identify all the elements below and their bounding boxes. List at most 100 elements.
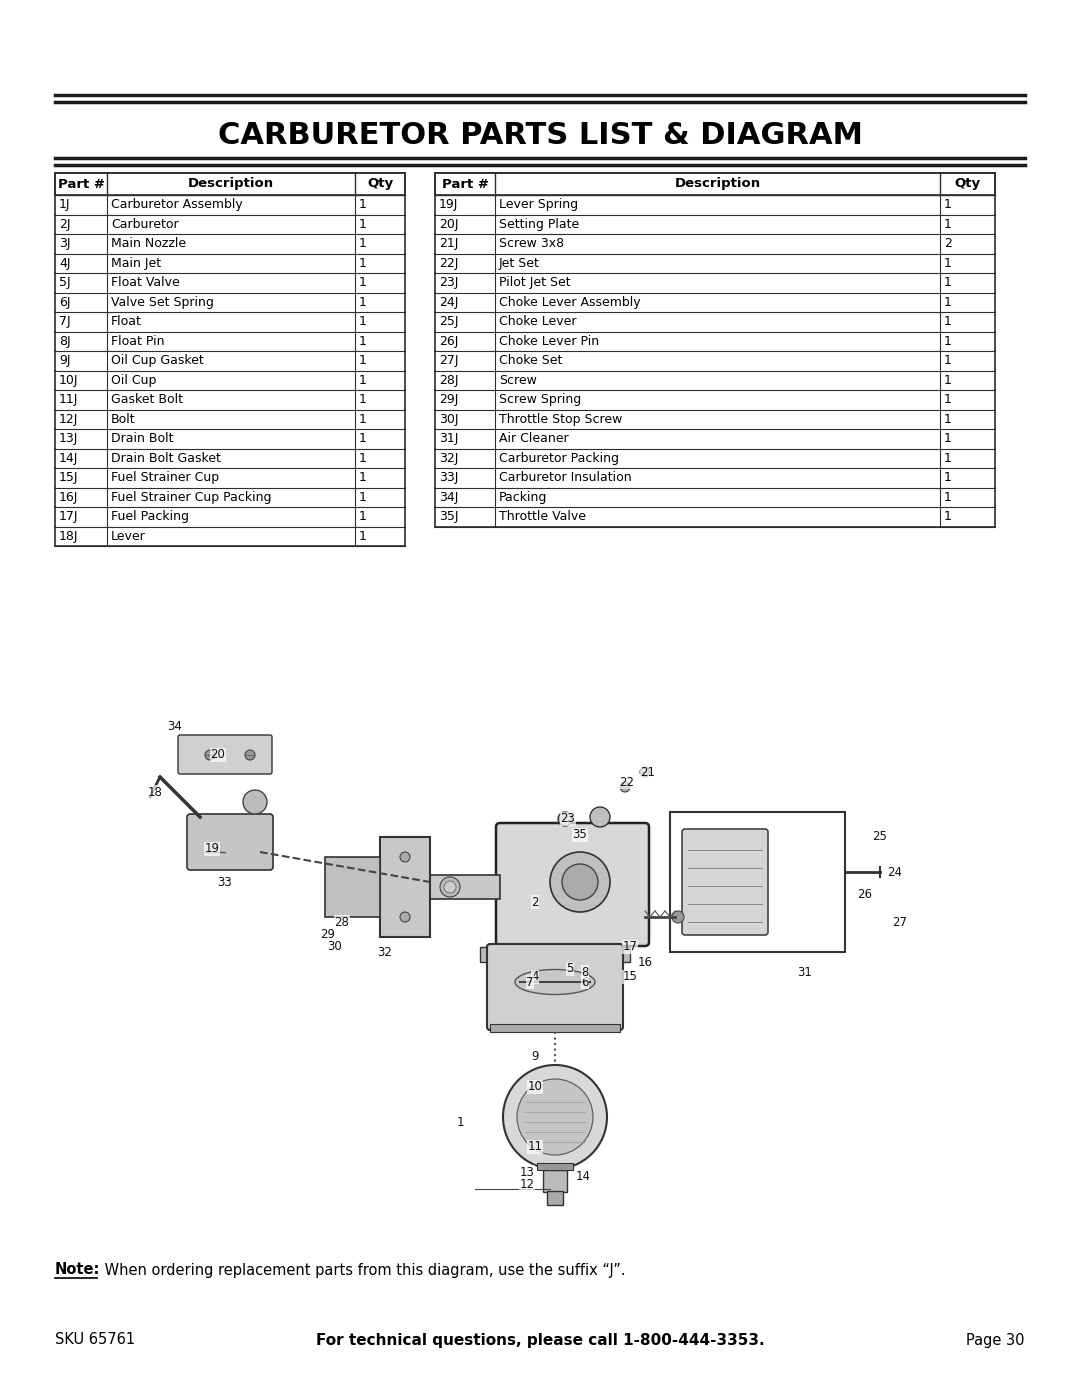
Text: 1: 1 — [359, 374, 367, 387]
Text: Setting Plate: Setting Plate — [499, 218, 579, 231]
Text: Lever: Lever — [111, 529, 146, 543]
Text: Air Cleaner: Air Cleaner — [499, 432, 569, 446]
Text: Screw 3x8: Screw 3x8 — [499, 237, 564, 250]
Text: 25: 25 — [873, 830, 888, 844]
Text: 5J: 5J — [59, 277, 70, 289]
Text: 14: 14 — [576, 1171, 591, 1183]
FancyBboxPatch shape — [178, 735, 272, 774]
Text: 20: 20 — [211, 749, 226, 761]
Text: For technical questions, please call 1-800-444-3353.: For technical questions, please call 1-8… — [315, 1333, 765, 1348]
Text: 1: 1 — [944, 335, 951, 348]
Text: Description: Description — [188, 177, 274, 190]
Text: Gasket Bolt: Gasket Bolt — [111, 393, 183, 407]
Text: Packing: Packing — [499, 490, 548, 504]
Text: 16: 16 — [637, 956, 652, 968]
Text: CARBURETOR PARTS LIST & DIAGRAM: CARBURETOR PARTS LIST & DIAGRAM — [217, 120, 863, 149]
Text: 6J: 6J — [59, 296, 70, 309]
FancyBboxPatch shape — [496, 823, 649, 946]
Text: 1: 1 — [359, 412, 367, 426]
Text: 1: 1 — [944, 316, 951, 328]
Bar — [435, 173, 995, 196]
Text: Screw: Screw — [499, 374, 537, 387]
Text: 1: 1 — [944, 257, 951, 270]
Text: When ordering replacement parts from this diagram, use the suffix “J”.: When ordering replacement parts from thi… — [100, 1263, 625, 1277]
Bar — [325, 856, 380, 916]
Text: 14J: 14J — [59, 451, 79, 465]
Text: Choke Set: Choke Set — [499, 355, 563, 367]
Text: Bolt: Bolt — [111, 412, 136, 426]
Text: 22J: 22J — [438, 257, 458, 270]
Text: 33: 33 — [218, 876, 232, 888]
Text: 9: 9 — [531, 1051, 539, 1063]
Text: 1: 1 — [359, 218, 367, 231]
Text: 1: 1 — [359, 432, 367, 446]
Text: Carburetor Assembly: Carburetor Assembly — [111, 198, 243, 211]
Text: 18J: 18J — [59, 529, 79, 543]
Text: 33J: 33J — [438, 471, 458, 485]
Text: 23J: 23J — [438, 277, 458, 289]
Text: 1: 1 — [359, 355, 367, 367]
Text: 7J: 7J — [59, 316, 70, 328]
Text: 35J: 35J — [438, 510, 459, 524]
Text: 29: 29 — [321, 929, 336, 942]
Text: 17J: 17J — [59, 510, 79, 524]
Text: 1: 1 — [359, 529, 367, 543]
Text: 1: 1 — [359, 277, 367, 289]
Text: Oil Cup Gasket: Oil Cup Gasket — [111, 355, 204, 367]
Circle shape — [672, 911, 684, 923]
Text: 28J: 28J — [438, 374, 459, 387]
Text: 21: 21 — [640, 766, 656, 778]
Text: 2: 2 — [531, 895, 539, 908]
Text: 1: 1 — [359, 490, 367, 504]
Text: Screw Spring: Screw Spring — [499, 393, 581, 407]
Text: 15J: 15J — [59, 471, 79, 485]
Text: 1: 1 — [359, 237, 367, 250]
Text: Pilot Jet Set: Pilot Jet Set — [499, 277, 570, 289]
Text: 30: 30 — [327, 940, 342, 954]
Text: 6: 6 — [581, 975, 589, 989]
Text: Main Nozzle: Main Nozzle — [111, 237, 186, 250]
Text: 25J: 25J — [438, 316, 459, 328]
Text: 34J: 34J — [438, 490, 458, 504]
Text: Drain Bolt Gasket: Drain Bolt Gasket — [111, 451, 221, 465]
Text: 8J: 8J — [59, 335, 70, 348]
Text: 28: 28 — [335, 915, 350, 929]
Text: 1: 1 — [944, 412, 951, 426]
Circle shape — [550, 852, 610, 912]
Text: 1: 1 — [456, 1115, 463, 1129]
Circle shape — [620, 782, 630, 792]
FancyBboxPatch shape — [187, 814, 273, 870]
Text: Float Valve: Float Valve — [111, 277, 179, 289]
Text: Fuel Strainer Cup: Fuel Strainer Cup — [111, 471, 219, 485]
Text: 22: 22 — [620, 775, 635, 788]
Text: 2: 2 — [944, 237, 951, 250]
Text: 1: 1 — [944, 355, 951, 367]
Text: 10: 10 — [527, 1080, 542, 1094]
Text: Float: Float — [111, 316, 141, 328]
Circle shape — [562, 863, 598, 900]
FancyBboxPatch shape — [487, 944, 623, 1030]
Text: Page 30: Page 30 — [967, 1333, 1025, 1348]
Circle shape — [590, 807, 610, 827]
Text: 1: 1 — [359, 510, 367, 524]
Text: 1: 1 — [944, 277, 951, 289]
Text: Carburetor Insulation: Carburetor Insulation — [499, 471, 632, 485]
Text: 1: 1 — [359, 316, 367, 328]
Text: 12: 12 — [519, 1179, 535, 1192]
Ellipse shape — [515, 970, 595, 995]
Bar — [546, 1192, 563, 1206]
Text: Note:: Note: — [55, 1263, 100, 1277]
Text: 1: 1 — [359, 198, 367, 211]
Text: 11: 11 — [527, 1140, 542, 1154]
Text: 1: 1 — [944, 510, 951, 524]
Circle shape — [400, 912, 410, 922]
Bar — [430, 875, 500, 900]
Circle shape — [558, 812, 572, 826]
Text: 1: 1 — [944, 471, 951, 485]
Text: 1: 1 — [944, 374, 951, 387]
Text: 1: 1 — [359, 335, 367, 348]
Text: 13J: 13J — [59, 432, 79, 446]
Text: 20J: 20J — [438, 218, 459, 231]
Text: 27: 27 — [892, 915, 907, 929]
Text: Throttle Valve: Throttle Valve — [499, 510, 586, 524]
